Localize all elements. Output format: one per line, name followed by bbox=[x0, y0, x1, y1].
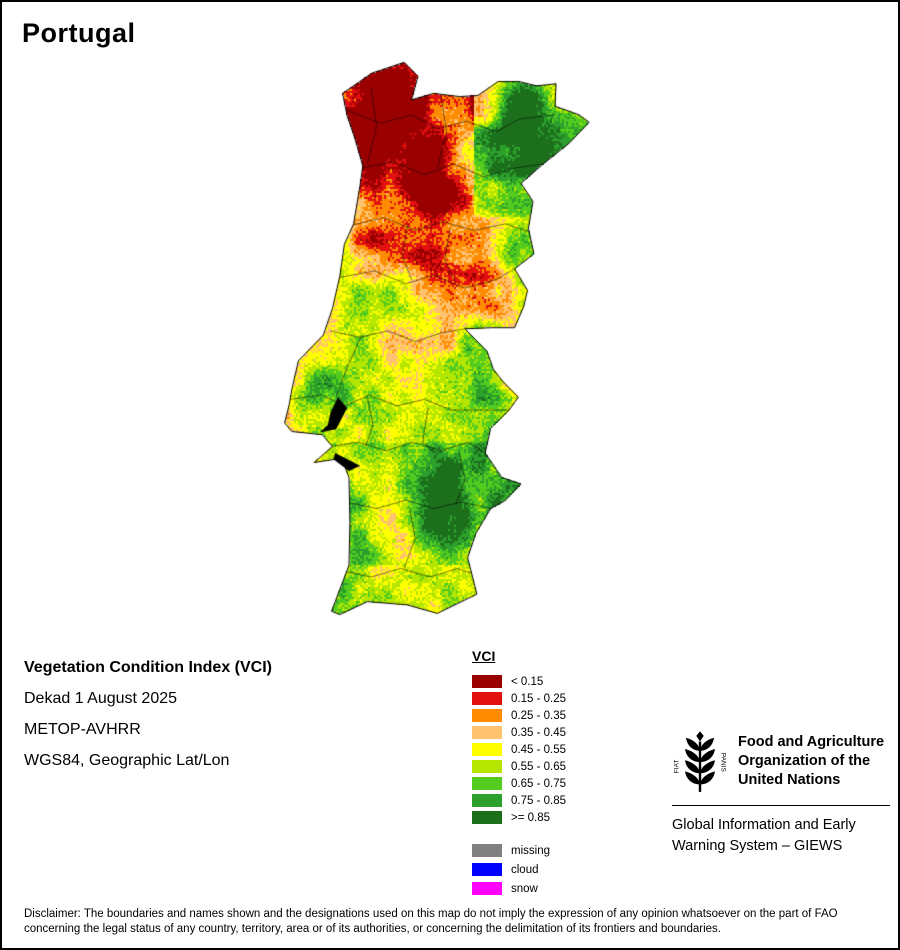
legend-class-list: < 0.15 0.15 - 0.25 0.25 - 0.35 0.35 - 0.45 0… bbox=[472, 673, 566, 826]
legend-row: 0.25 - 0.35 bbox=[472, 707, 566, 724]
legend-swatch bbox=[472, 726, 502, 739]
legend-swatch bbox=[472, 811, 502, 824]
legend-label: 0.45 - 0.55 bbox=[511, 743, 566, 756]
legend-row: >= 0.85 bbox=[472, 809, 566, 826]
page-title: Portugal bbox=[22, 18, 136, 48]
legend-title: VCI bbox=[472, 648, 496, 664]
legend-row: 0.15 - 0.25 bbox=[472, 690, 566, 707]
legend-label: < 0.15 bbox=[511, 675, 544, 688]
legend-label: 0.75 - 0.85 bbox=[511, 794, 566, 807]
legend-row: 0.65 - 0.75 bbox=[472, 775, 566, 792]
legend-label: missing bbox=[511, 844, 550, 857]
fao-logo-icon: FIAT PANIS bbox=[674, 731, 726, 792]
branding-divider bbox=[672, 805, 890, 806]
legend-label: 0.25 - 0.35 bbox=[511, 709, 566, 722]
legend-label: cloud bbox=[511, 863, 539, 876]
legend-swatch bbox=[472, 882, 502, 895]
fao-org-line: Food and Agriculture bbox=[738, 734, 885, 750]
vci-map-portugal bbox=[280, 57, 602, 623]
legend-label: 0.65 - 0.75 bbox=[511, 777, 566, 790]
fao-org-name: Food and Agriculture Organization of the… bbox=[738, 730, 884, 790]
giews-line: Global Information and Early bbox=[672, 817, 856, 833]
legend-label: 0.55 - 0.65 bbox=[511, 760, 566, 773]
legend-swatch bbox=[472, 777, 502, 790]
legend-swatch bbox=[472, 863, 502, 876]
legend-swatch bbox=[472, 760, 502, 773]
legend-row: < 0.15 bbox=[472, 673, 566, 690]
legend-row: missing bbox=[472, 841, 566, 860]
legend-swatch bbox=[472, 844, 502, 857]
info-index-name: Vegetation Condition Index (VCI) bbox=[24, 659, 272, 676]
branding-block: FIAT PANIS Food and Agriculture Organiza… bbox=[672, 730, 890, 857]
legend-swatch bbox=[472, 794, 502, 807]
fao-org-line: United Nations bbox=[738, 772, 841, 788]
fao-motto-left: FIAT bbox=[674, 760, 681, 774]
legend-swatch bbox=[472, 743, 502, 756]
legend-label: 0.15 - 0.25 bbox=[511, 692, 566, 705]
legend-label: 0.35 - 0.45 bbox=[511, 726, 566, 739]
legend-swatch bbox=[472, 675, 502, 688]
fao-org-line: Organization of the bbox=[738, 753, 871, 769]
legend-row: snow bbox=[472, 879, 566, 898]
map-info-block: Vegetation Condition Index (VCI) Dekad 1… bbox=[24, 652, 272, 776]
legend-row: 0.35 - 0.45 bbox=[472, 724, 566, 741]
giews-line: Warning System – GIEWS bbox=[672, 838, 843, 854]
fao-motto-right: PANIS bbox=[719, 753, 726, 773]
info-dekad: Dekad 1 August 2025 bbox=[24, 690, 178, 707]
legend-label: >= 0.85 bbox=[511, 811, 551, 824]
legend-label: snow bbox=[511, 882, 538, 895]
legend-row: 0.55 - 0.65 bbox=[472, 758, 566, 775]
legend-swatch bbox=[472, 709, 502, 722]
legend-row: 0.75 - 0.85 bbox=[472, 792, 566, 809]
legend: VCI < 0.15 0.15 - 0.25 0.25 - 0.35 0.35 - 0… bbox=[472, 648, 566, 898]
info-sensor: METOP-AVHRR bbox=[24, 721, 141, 738]
legend-special-list: missing cloud snow bbox=[472, 841, 566, 898]
info-projection: WGS84, Geographic Lat/Lon bbox=[24, 752, 230, 769]
legend-swatch bbox=[472, 692, 502, 705]
giews-name: Global Information and Early Warning Sys… bbox=[672, 815, 890, 857]
fao-header: FIAT PANIS Food and Agriculture Organiza… bbox=[672, 730, 890, 796]
legend-row: cloud bbox=[472, 860, 566, 879]
legend-row: 0.45 - 0.55 bbox=[472, 741, 566, 758]
disclaimer-text: Disclaimer: The boundaries and names sho… bbox=[24, 908, 838, 935]
